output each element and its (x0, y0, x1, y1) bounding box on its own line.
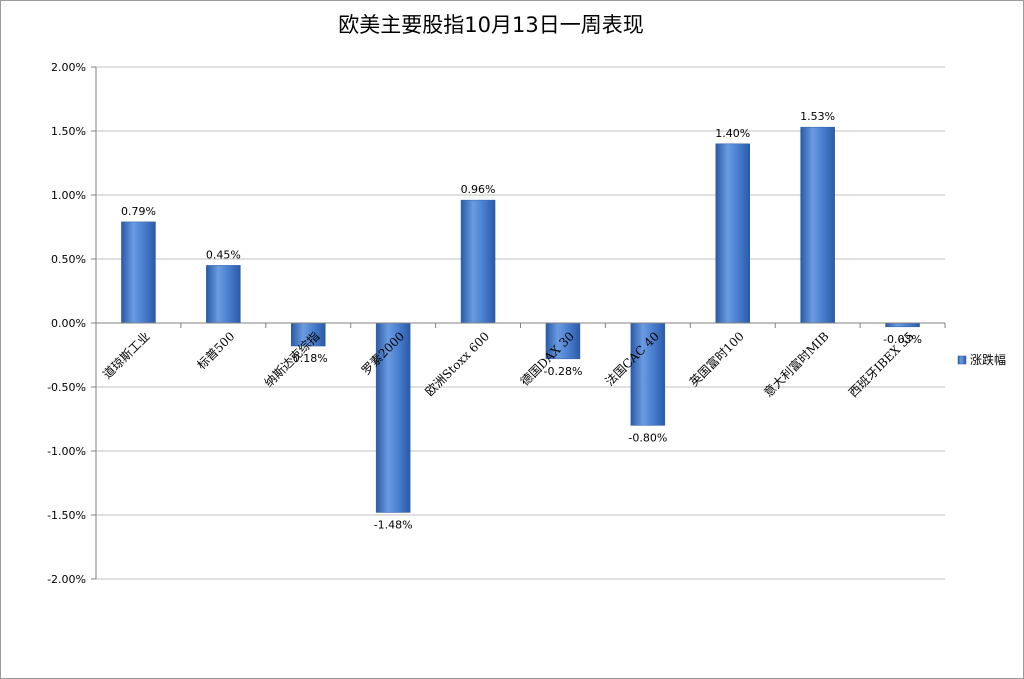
bar (885, 322, 920, 328)
category-labels: 道琼斯工业 标普500 纳斯达克综指 罗素2000 欧洲Stoxx 600 德国DAX 3… (100, 328, 917, 400)
data-label: 1.40% (715, 127, 750, 140)
y-tick-label: -1.00% (47, 445, 86, 458)
data-label: -0.28% (543, 365, 582, 378)
data-label: -0.80% (628, 431, 667, 444)
bar (545, 322, 581, 360)
bar (800, 126, 835, 324)
data-label: 0.96% (461, 183, 496, 196)
y-tick-label: 0.50% (51, 253, 86, 266)
legend-label: 涨跌幅 (970, 352, 1006, 367)
y-tick-label: 2.00% (51, 61, 86, 74)
y-tick-label: 1.00% (51, 189, 86, 202)
category-label: 标普500 (194, 329, 237, 372)
bar (206, 265, 241, 324)
bars (121, 126, 920, 513)
axes (95, 67, 946, 579)
data-label: 0.79% (121, 205, 156, 218)
category-label: 英国富时100 (686, 329, 747, 390)
y-tick-label: -2.00% (47, 573, 86, 586)
y-tick-label: -1.50% (47, 509, 86, 522)
y-axis-ticks: 2.00% 1.50% 1.00% 0.50% 0.00% -0.50% -1.00% -1.… (47, 61, 96, 586)
data-label: 0.45% (206, 248, 241, 261)
bar (715, 143, 750, 324)
legend: 涨跌幅 (957, 352, 1006, 367)
data-label: -0.18% (289, 352, 328, 365)
bar (121, 221, 156, 324)
data-labels: 0.79% 0.45% -0.18% -1.48% 0.96% -0.28% -0.80% 1… (121, 110, 922, 531)
category-label: 欧洲Stoxx 600 (422, 329, 492, 399)
y-tick-label: 0.00% (51, 317, 86, 330)
legend-swatch (957, 355, 967, 365)
category-label: 道琼斯工业 (100, 329, 153, 382)
data-label: -0.03% (883, 333, 922, 346)
chart-title: 欧美主要股指10月13日一周表现 (338, 13, 643, 37)
category-label: 意大利富时MIB (760, 328, 831, 399)
bar (630, 322, 666, 426)
bar (460, 199, 496, 324)
data-label: -1.48% (374, 518, 413, 531)
data-label: 1.53% (800, 110, 835, 123)
y-tick-label: 1.50% (51, 125, 86, 138)
bar (375, 322, 411, 513)
y-tick-label: -0.50% (47, 381, 86, 394)
